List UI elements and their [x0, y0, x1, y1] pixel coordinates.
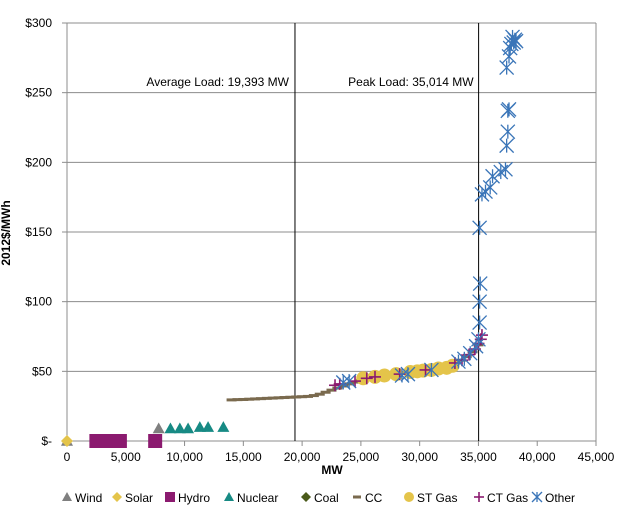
data-point: [474, 492, 484, 502]
data-point: [148, 434, 163, 448]
series-solar: [61, 435, 73, 447]
data-point: [62, 492, 72, 501]
x-tick-label: 30,000: [401, 450, 438, 464]
legend-label: Nuclear: [237, 491, 278, 505]
legend-label: Coal: [314, 491, 339, 505]
legend-item: Nuclear: [224, 491, 278, 505]
reference-line-label: Average Load: 19,393 MW: [146, 75, 289, 89]
data-point: [505, 29, 520, 45]
data-point: [164, 422, 177, 434]
x-tick-label: 35,000: [460, 450, 497, 464]
series-other: [335, 29, 524, 390]
x-tick-label: 25,000: [343, 450, 380, 464]
y-tick-label: $-: [41, 434, 52, 448]
x-tick-label: 15,000: [225, 450, 262, 464]
data-point: [89, 434, 104, 448]
x-tick-label: 5,000: [111, 450, 141, 464]
data-point: [499, 138, 515, 154]
reference-line-label: Peak Load: 35,014 MW: [348, 75, 474, 89]
x-tick-label: 10,000: [166, 450, 203, 464]
legend-label: CT Gas: [487, 491, 528, 505]
x-tick-label: 0: [64, 450, 71, 464]
data-point: [349, 375, 362, 388]
data-point: [112, 434, 127, 448]
legend-item: Other: [531, 491, 575, 505]
data-point: [101, 434, 116, 448]
data-point: [501, 101, 517, 117]
data-point: [531, 491, 543, 503]
data-point: [498, 161, 513, 177]
data-point: [341, 373, 357, 389]
legend-label: Wind: [75, 491, 102, 505]
data-point: [472, 220, 488, 236]
legend: Wind Solar Hydro Nuclear Coal CC ST Gas CT Gas O…: [62, 491, 575, 505]
legend-item: CC: [353, 491, 383, 505]
data-point: [368, 370, 381, 383]
data-point: [472, 276, 488, 292]
legend-item: Coal: [301, 491, 339, 505]
legend-item: CT Gas: [474, 491, 528, 505]
data-point: [404, 492, 414, 502]
data-point: [182, 422, 195, 434]
y-tick-label: $100: [25, 295, 52, 309]
data-point: [152, 422, 165, 434]
x-tick-label: 20,000: [284, 450, 321, 464]
legend-label: ST Gas: [417, 491, 457, 505]
x-tick-label: 40,000: [519, 450, 556, 464]
data-point: [419, 363, 432, 376]
legend-label: Hydro: [178, 491, 210, 505]
data-point: [224, 492, 234, 501]
data-point: [377, 368, 392, 383]
data-point: [193, 421, 206, 432]
data-point: [462, 345, 478, 361]
y-tick-label: $50: [32, 364, 52, 378]
legend-item: ST Gas: [404, 491, 457, 505]
data-series: [61, 29, 524, 448]
data-point: [500, 124, 516, 140]
data-point: [301, 492, 311, 502]
legend-label: Other: [545, 491, 575, 505]
x-tick-label: 45,000: [578, 450, 615, 464]
legend-item: Wind: [62, 491, 102, 505]
data-point: [173, 422, 186, 434]
axes: [62, 22, 597, 446]
x-axis-label: MW: [321, 463, 343, 477]
y-tick-label: $250: [25, 86, 52, 100]
data-point: [472, 294, 488, 310]
legend-item: Hydro: [165, 491, 210, 505]
y-axis-label: 2012$/MWh: [0, 200, 13, 265]
reference-lines: Average Load: 19,393 MW Peak Load: 35,014…: [146, 23, 480, 441]
tick-labels: 0 5,000 10,000 15,000 20,000 25,000 30,000 35,0…: [25, 16, 614, 464]
data-point: [470, 331, 486, 347]
data-point: [400, 366, 416, 382]
data-point: [202, 421, 215, 432]
legend-item: Solar: [112, 491, 153, 505]
data-point: [165, 492, 175, 502]
legend-label: CC: [365, 491, 383, 505]
data-point: [472, 315, 488, 331]
data-point: [485, 168, 501, 184]
legend-label: Solar: [125, 491, 153, 505]
y-tick-label: $200: [25, 155, 52, 169]
data-point: [61, 435, 73, 447]
y-tick-label: $300: [25, 16, 52, 30]
gridlines: [67, 22, 597, 441]
y-tick-label: $150: [25, 225, 52, 239]
data-point: [360, 372, 373, 385]
data-point: [423, 362, 439, 378]
data-point: [112, 492, 122, 502]
series-nuclear: [164, 421, 230, 434]
data-point: [217, 421, 230, 432]
data-point: [499, 60, 515, 76]
series-hydro: [89, 434, 163, 448]
